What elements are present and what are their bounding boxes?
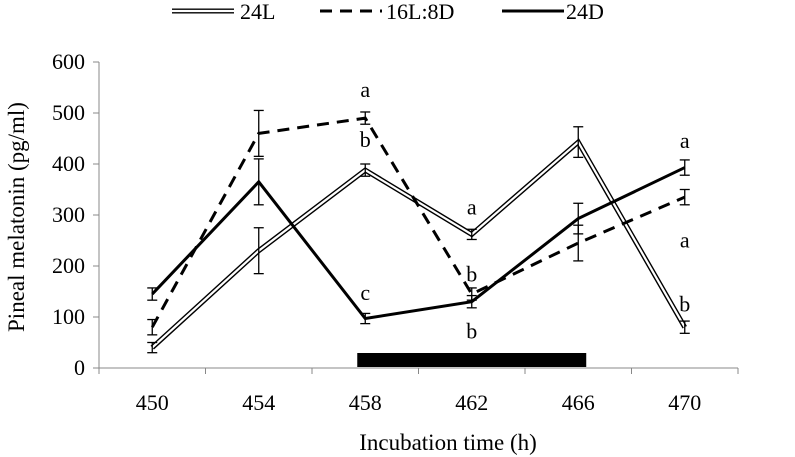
y-tick-label-4: 400 (52, 151, 85, 176)
error-bar-24D-2 (360, 312, 371, 325)
error-bar-24L-0 (147, 341, 158, 354)
x-tick-label-2: 458 (349, 390, 382, 415)
annotation-2: c (360, 280, 370, 305)
series-16L:8D (147, 109, 690, 336)
annotation-7: a (680, 228, 690, 253)
legend-label-24L: 24L (240, 0, 275, 24)
error-bar-24L-3 (466, 228, 477, 241)
dark-period-layer (357, 353, 587, 367)
error-bar-24D-5 (679, 159, 690, 176)
annotation-3: a (467, 194, 477, 219)
annotation-1: b (360, 127, 371, 152)
series-layer (147, 109, 690, 354)
error-bar-24D-1 (253, 158, 264, 206)
series-line-outer-24L (150, 138, 687, 350)
series-line-16L:8D (150, 116, 686, 328)
x-tick-label-1: 454 (242, 390, 275, 415)
series-24L (147, 126, 690, 354)
y-axis: 0 100 200 300 400 500 600 (52, 49, 100, 380)
y-tick-label-2: 200 (52, 253, 85, 278)
y-axis-title: Pineal melatonin (pg/ml) (4, 102, 29, 332)
legend-label-16L:8D: 16L:8D (386, 0, 454, 24)
y-tick-label-1: 100 (52, 304, 85, 329)
annotation-8: b (679, 291, 690, 316)
legend-item-16L:8D: 16L:8D (320, 0, 454, 24)
legend-item-24D: 24D (502, 0, 604, 24)
error-bar-24D-3 (466, 294, 477, 309)
error-bar-24L-5 (679, 320, 690, 334)
error-bar-16L:8D-2 (360, 111, 371, 125)
error-bar-24D-0 (147, 287, 158, 301)
y-tick-label-3: 300 (52, 202, 85, 227)
annotation-5: b (466, 318, 477, 343)
series-line-24D (151, 166, 686, 321)
x-tick-label-4: 466 (562, 390, 595, 415)
x-tick-label-0: 450 (136, 390, 169, 415)
error-bar-16L:8D-5 (679, 188, 690, 206)
annotation-6: a (680, 128, 690, 153)
legend-item-24L: 24L (172, 0, 275, 24)
y-tick-label-6: 600 (52, 49, 85, 74)
legend-label-24D: 24D (566, 0, 604, 24)
error-bar-16L:8D-0 (147, 318, 158, 336)
dark-period-bar (357, 353, 587, 367)
x-tick-label-5: 470 (668, 390, 701, 415)
series-24D (147, 158, 690, 325)
annotation-4: b (466, 262, 477, 287)
error-bar-24L-2 (360, 163, 371, 177)
x-tick-label-3: 462 (455, 390, 488, 415)
error-bar-24L-4 (573, 126, 584, 159)
error-bar-24D-4 (573, 202, 584, 235)
x-axis-title: Incubation time (h) (359, 430, 537, 455)
error-bar-16L:8D-1 (253, 109, 264, 158)
error-bar-24L-1 (253, 227, 264, 275)
y-tick-label-0: 0 (74, 355, 85, 380)
series-line-inner-24L (151, 140, 686, 349)
y-tick-label-5: 500 (52, 100, 85, 125)
legend: 24L 16L:8D 24D (172, 0, 604, 24)
x-axis: 450 454 458 462 466 470 (98, 367, 739, 415)
annotation-0: a (360, 77, 370, 102)
